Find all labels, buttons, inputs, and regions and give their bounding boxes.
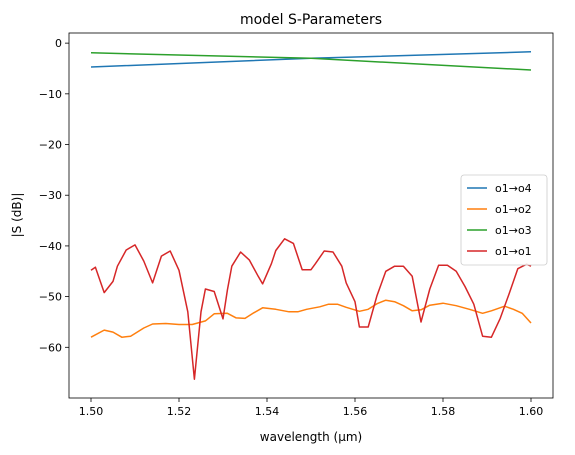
x-axis-label: wavelength (µm) [260, 430, 362, 444]
legend: o1→o4 o1→o2 o1→o3 o1→o1 [460, 174, 548, 266]
y-axis: 0 −10 −20 −30 −40 −50 −60 [39, 37, 69, 354]
x-tick-label: 1.60 [519, 405, 544, 418]
y-tick-label: 0 [55, 37, 62, 50]
legend-label-2: o1→o3 [495, 224, 532, 237]
legend-label-1: o1→o2 [495, 203, 532, 216]
plot-series [90, 51, 532, 380]
legend-label-3: o1→o1 [495, 245, 532, 258]
y-tick-label: −20 [39, 139, 62, 152]
plot-frame [68, 32, 554, 399]
chart-title: model S-Parameters [240, 12, 382, 28]
y-tick-label: −50 [39, 291, 62, 304]
x-tick-label: 1.50 [79, 405, 104, 418]
series-line-2 [90, 52, 532, 71]
x-axis: 1.50 1.52 1.54 1.56 1.58 1.60 [79, 398, 544, 418]
y-tick-label: −40 [39, 240, 62, 253]
x-tick-label: 1.56 [343, 405, 368, 418]
series-line-3 [90, 238, 532, 380]
y-tick-label: −30 [39, 189, 62, 202]
x-tick-label: 1.52 [167, 405, 192, 418]
y-axis-label: |S (dB)| [10, 193, 24, 238]
legend-box [460, 174, 548, 266]
y-tick-label: −10 [39, 88, 62, 101]
y-tick-label: −60 [39, 341, 62, 354]
x-tick-label: 1.58 [431, 405, 456, 418]
series-line-1 [90, 299, 532, 338]
x-tick-label: 1.54 [255, 405, 280, 418]
legend-label-0: o1→o4 [495, 182, 532, 195]
